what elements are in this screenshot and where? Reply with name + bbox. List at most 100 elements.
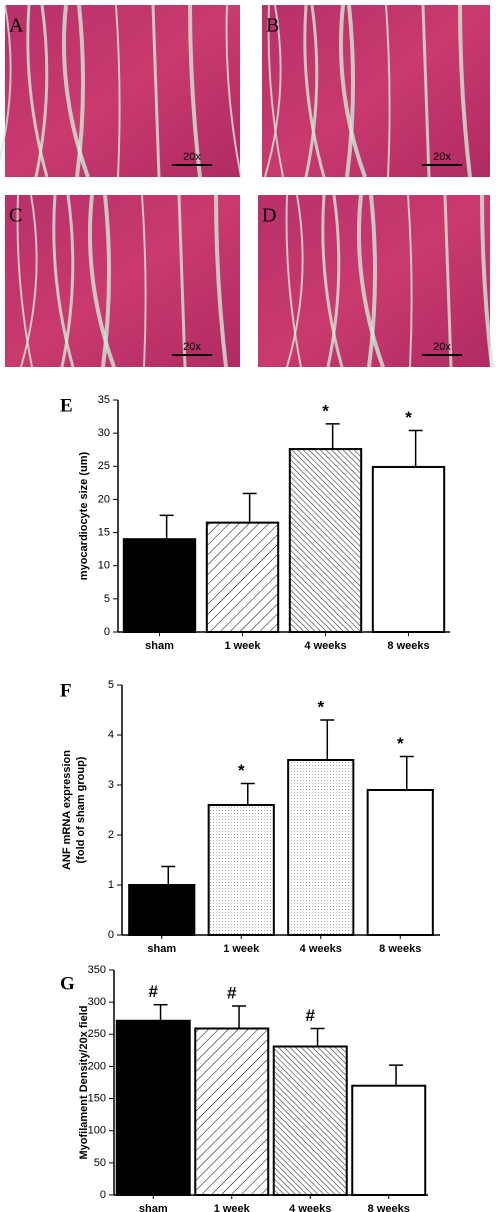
- tissue-gap: [264, 4, 282, 178]
- y-tick-label: 10: [98, 560, 110, 572]
- bar: [205, 521, 280, 634]
- x-tick-label: 8 weeks: [379, 943, 421, 955]
- scale-label: 20x: [433, 341, 451, 353]
- tissue-gap: [286, 194, 304, 368]
- tissue-gap: [225, 4, 242, 178]
- scale-label: 20x: [183, 341, 201, 353]
- tissue-gap: [214, 194, 228, 368]
- bar: [371, 465, 446, 633]
- bar: [207, 804, 275, 936]
- x-tick-label: sham: [147, 943, 176, 955]
- tissue-gap: [458, 4, 472, 178]
- y-tick-label: 20: [98, 493, 110, 505]
- tissue-gap: [188, 4, 202, 178]
- y-tick-label: 2: [108, 829, 114, 841]
- tissue-gap: [356, 194, 385, 368]
- tissue-gap: [151, 4, 161, 178]
- tissue-gap: [141, 194, 147, 368]
- y-tick-label: 1: [108, 879, 114, 891]
- tissue-gap: [34, 4, 49, 178]
- tissue-gap: [303, 4, 326, 178]
- x-tick-label: 8 weeks: [368, 1203, 410, 1212]
- panel-label: A: [9, 15, 24, 37]
- x-tick-label: 1 week: [224, 640, 261, 652]
- y-tick-label: 150: [88, 1092, 106, 1104]
- tissue-gap: [52, 194, 75, 368]
- x-tick-label: sham: [145, 640, 174, 652]
- x-tick-label: 8 weeks: [387, 640, 429, 652]
- tissue-gap: [285, 194, 302, 368]
- y-tick-label: 350: [88, 964, 106, 976]
- y-tick-label: 30: [98, 427, 110, 439]
- tissue-gap: [20, 194, 38, 368]
- tissue-gap: [61, 4, 90, 178]
- x-tick-label: 4 weeks: [304, 640, 346, 652]
- panel-label: D: [262, 205, 276, 227]
- y-tick-label: 0: [104, 626, 110, 638]
- tissue-gap: [367, 194, 378, 368]
- panel-label: C: [9, 205, 22, 227]
- y-tick-label: 5: [108, 679, 114, 691]
- y-tick-label: 0: [100, 1189, 106, 1201]
- y-axis-label: (fold of sham group): [75, 756, 87, 863]
- tissue-gap: [60, 194, 75, 368]
- x-tick-label: 4 weeks: [289, 1203, 331, 1212]
- significance-marker: *: [397, 734, 404, 753]
- tissue-gap: [385, 4, 391, 178]
- panel-label: F: [60, 680, 72, 701]
- scale-label: 20x: [433, 151, 451, 163]
- significance-marker: *: [238, 761, 245, 780]
- bar: [128, 884, 196, 936]
- tissue-gap: [345, 4, 356, 178]
- micrograph: [262, 5, 490, 177]
- x-tick-label: 1 week: [214, 1203, 251, 1212]
- micrograph: [5, 195, 240, 367]
- bar: [351, 1084, 427, 1196]
- y-axis-label: myocardiocyte size (um): [78, 451, 90, 580]
- tissue-gap: [115, 4, 121, 178]
- scale-label: 20x: [183, 151, 201, 163]
- y-tick-label: 300: [88, 996, 106, 1008]
- y-axis-label: ANF mRNA expression: [61, 750, 73, 870]
- tissue-gap: [0, 4, 12, 163]
- tissue-gap: [421, 4, 431, 178]
- panel-label: E: [60, 395, 73, 416]
- y-tick-label: 0: [108, 929, 114, 941]
- tissue-gap: [26, 4, 49, 178]
- significance-marker: *: [322, 401, 329, 420]
- y-tick-label: 35: [98, 394, 110, 406]
- tissue-gap: [87, 194, 116, 368]
- bar: [287, 759, 355, 936]
- significance-marker: *: [317, 697, 324, 716]
- y-tick-label: 250: [88, 1028, 106, 1040]
- tissue-gap: [16, 194, 33, 368]
- tissue-gap: [407, 194, 413, 368]
- y-tick-label: 25: [98, 460, 110, 472]
- bar: [122, 538, 197, 634]
- y-tick-label: 3: [108, 779, 114, 791]
- bar: [288, 448, 363, 633]
- bar: [366, 789, 434, 936]
- x-tick-label: 1 week: [223, 943, 260, 955]
- y-tick-label: 200: [88, 1060, 106, 1072]
- tissue-gap: [326, 194, 341, 368]
- x-tick-label: sham: [139, 1203, 168, 1212]
- y-axis-label: Myofilament Density/20x field: [78, 1005, 90, 1159]
- tissue-gap: [177, 194, 187, 368]
- significance-marker: #: [227, 983, 237, 1002]
- y-tick-label: 4: [108, 729, 114, 741]
- y-tick-label: 15: [98, 526, 110, 538]
- tissue-gap: [443, 194, 453, 368]
- x-tick-label: 4 weeks: [300, 943, 342, 955]
- significance-marker: *: [405, 408, 412, 427]
- tissue-gap: [338, 4, 367, 178]
- bar: [272, 1045, 348, 1196]
- tissue-gap: [267, 4, 284, 178]
- significance-marker: #: [306, 1006, 316, 1025]
- panel-label: B: [266, 15, 279, 37]
- tissue-gap: [304, 4, 319, 178]
- y-tick-label: 100: [88, 1125, 106, 1137]
- significance-marker: #: [149, 982, 159, 1001]
- bar: [194, 1027, 270, 1196]
